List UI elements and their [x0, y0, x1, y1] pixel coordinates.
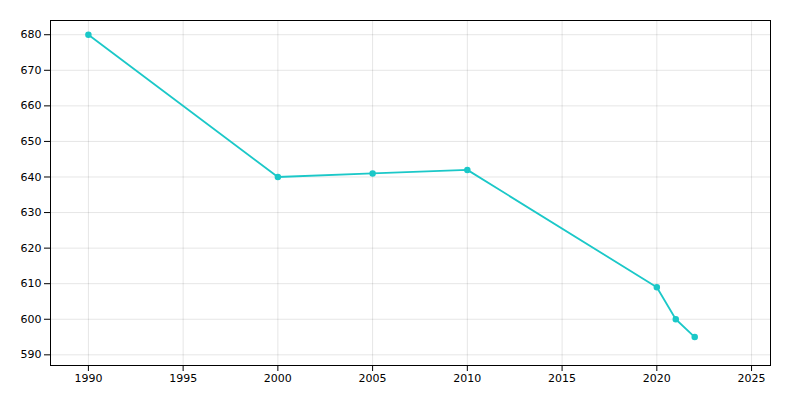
- svg-text:610: 610: [21, 277, 42, 290]
- svg-text:630: 630: [21, 206, 42, 219]
- svg-text:620: 620: [21, 242, 42, 255]
- svg-text:600: 600: [21, 313, 42, 326]
- svg-text:2025: 2025: [738, 372, 766, 385]
- svg-text:670: 670: [21, 64, 42, 77]
- svg-text:1990: 1990: [74, 372, 102, 385]
- svg-text:680: 680: [21, 28, 42, 41]
- svg-text:2010: 2010: [453, 372, 481, 385]
- svg-text:2000: 2000: [264, 372, 292, 385]
- svg-text:640: 640: [21, 171, 42, 184]
- svg-text:650: 650: [21, 135, 42, 148]
- svg-text:660: 660: [21, 99, 42, 112]
- svg-text:2005: 2005: [359, 372, 387, 385]
- svg-text:2015: 2015: [548, 372, 576, 385]
- svg-text:2020: 2020: [643, 372, 671, 385]
- svg-text:590: 590: [21, 348, 42, 361]
- svg-text:1995: 1995: [169, 372, 197, 385]
